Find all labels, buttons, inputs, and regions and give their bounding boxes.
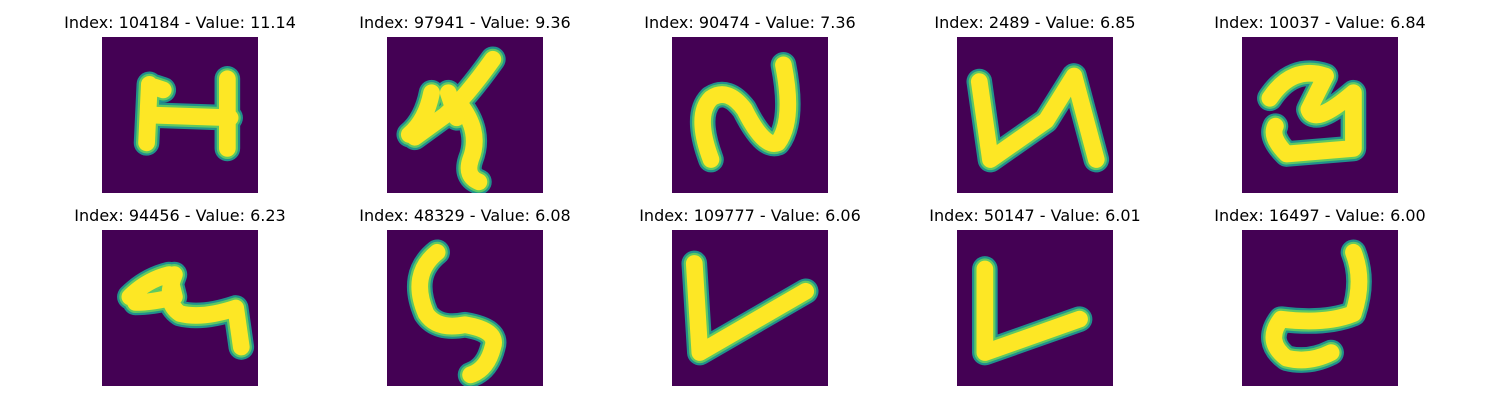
stroke-core (976, 260, 1088, 361)
stroke-core (685, 255, 815, 361)
stroke-core (694, 56, 797, 168)
image-panel: Index: 94456 - Value: 6.23 (35, 206, 325, 386)
panel-title: Index: 109777 - Value: 6.06 (639, 206, 861, 225)
image-panel: Index: 97941 - Value: 9.36 (320, 13, 610, 193)
image-panel: Index: 90474 - Value: 7.36 (605, 13, 895, 193)
panel-title: Index: 94456 - Value: 6.23 (74, 206, 286, 225)
stroke-core (121, 266, 250, 356)
panel-title: Index: 48329 - Value: 6.08 (359, 206, 571, 225)
panel-title: Index: 50147 - Value: 6.01 (929, 206, 1141, 225)
stroke-core (146, 78, 172, 99)
image-panel: Index: 16497 - Value: 6.00 (1175, 206, 1465, 386)
stroke-core (1265, 243, 1368, 369)
panel-title: Index: 2489 - Value: 6.85 (934, 13, 1136, 32)
image-panel: Index: 50147 - Value: 6.01 (890, 206, 1180, 386)
stroke-core (400, 50, 502, 146)
digit-image (957, 230, 1113, 386)
panel-title: Index: 97941 - Value: 9.36 (359, 13, 571, 32)
panel-title: Index: 104184 - Value: 11.14 (64, 13, 296, 32)
panel-title: Index: 90474 - Value: 7.36 (644, 13, 856, 32)
panel-title: Index: 16497 - Value: 6.00 (1214, 206, 1426, 225)
digit-image (672, 37, 828, 193)
digit-image (1242, 37, 1398, 193)
stroke-core (411, 243, 502, 384)
image-panel: Index: 48329 - Value: 6.08 (320, 206, 610, 386)
digit-image (387, 230, 543, 386)
image-panel: Index: 104184 - Value: 11.14 (35, 13, 325, 193)
stroke-core (451, 95, 488, 191)
digit-image (102, 37, 258, 193)
digit-image (387, 37, 543, 193)
digit-image (102, 230, 258, 386)
stroke-core (141, 106, 239, 127)
digit-image (957, 37, 1113, 193)
panel-title: Index: 10037 - Value: 6.84 (1214, 13, 1426, 32)
digit-image (1242, 230, 1398, 386)
stroke-core (1261, 64, 1362, 163)
image-panel: Index: 2489 - Value: 6.85 (890, 13, 1180, 193)
image-panel: Index: 10037 - Value: 6.84 (1175, 13, 1465, 193)
digit-image (672, 230, 828, 386)
image-panel: Index: 109777 - Value: 6.06 (605, 206, 895, 386)
stroke-core (970, 67, 1105, 168)
stroke-core (439, 84, 465, 127)
